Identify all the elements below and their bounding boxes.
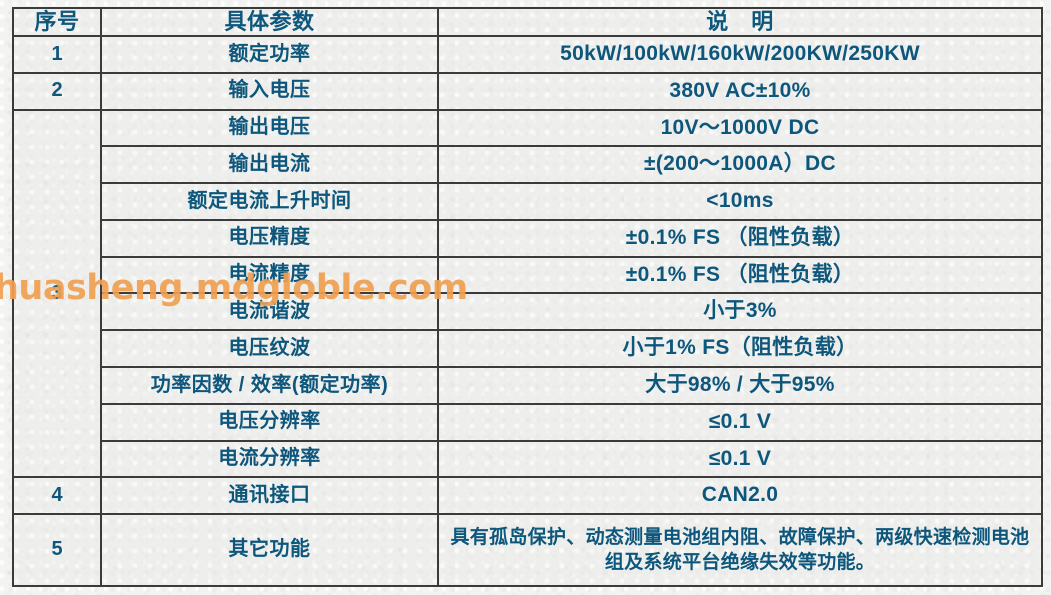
- cell-parameter-name: 功率因数 / 效率(额定功率): [100, 365, 439, 405]
- cell-row-number: 1: [12, 34, 102, 74]
- cell-row-number: 3: [12, 108, 102, 479]
- cell-description: 具有孤岛保护、动态测量电池组内阻、故障保护、两级快速检测电池组及系统平台绝缘失效…: [437, 513, 1043, 587]
- column-header-description: 说 明: [437, 7, 1043, 37]
- table-body: 1 额定功率 50kW/100kW/160kW/200KW/250KW 2 输入电压 38…: [12, 34, 1043, 587]
- cell-description: ±0.1% FS （阻性负载）: [437, 218, 1043, 258]
- cell-parameter-name: 电流精度: [100, 255, 439, 295]
- cell-parameter-name: 输出电流: [100, 145, 439, 185]
- cell-description: 小于1% FS（阻性负载）: [437, 329, 1043, 368]
- table-row: 电流分辨率 ≤0.1 V: [13, 439, 1043, 479]
- table-row: 电压纹波 小于1% FS（阻性负载）: [13, 329, 1043, 368]
- cell-parameter-name: 电压纹波: [100, 329, 439, 368]
- column-header-parameter: 具体参数: [100, 7, 439, 37]
- table-row: 3 输出电压 10V～1000V DC: [12, 108, 1043, 479]
- cell-parameter-name: 输入电压: [100, 71, 439, 111]
- cell-row-number: 5: [12, 513, 102, 587]
- cell-parameter-name: 通讯接口: [100, 476, 439, 516]
- cell-row-number: 4: [12, 476, 102, 516]
- cell-description: 10V～1000V DC: [437, 108, 1043, 148]
- table-header-row: 序号 具体参数 说 明: [12, 7, 1043, 37]
- table-row: 4 通讯接口 CAN2.0: [12, 476, 1043, 516]
- specification-table: 序号 具体参数 说 明 1 额定功率 50kW/100kW/160kW/200KW/…: [12, 7, 1043, 587]
- cell-parameter-name: 电流分辨率: [100, 439, 439, 479]
- table-row: 输出电流 ±(200～1000A）DC: [13, 145, 1043, 185]
- cell-description: CAN2.0: [437, 476, 1043, 516]
- cell-row-number: 2: [12, 71, 102, 111]
- cell-parameter-name: 输出电压: [100, 108, 439, 148]
- table-row: 电压精度 ±0.1% FS （阻性负载）: [13, 218, 1043, 258]
- table-header: 序号 具体参数 说 明: [12, 7, 1043, 37]
- cell-parameter-name: 电流谐波: [100, 292, 439, 332]
- cell-parameter-name: 额定功率: [100, 34, 439, 74]
- column-header-no: 序号: [12, 7, 102, 37]
- cell-description: <10ms: [437, 182, 1043, 221]
- table-row: 电压分辨率 ≤0.1 V: [13, 402, 1043, 442]
- cell-description: ≤0.1 V: [437, 402, 1043, 442]
- table-row: 2 输入电压 380V AC±10%: [12, 71, 1043, 111]
- table-row: 功率因数 / 效率(额定功率) 大于98% / 大于95%: [13, 365, 1043, 405]
- cell-description: ±0.1% FS （阻性负载）: [437, 255, 1043, 295]
- cell-parameter-name: 电压分辨率: [100, 402, 439, 442]
- table-row: 5 其它功能 具有孤岛保护、动态测量电池组内阻、故障保护、两级快速检测电池组及系统平…: [12, 513, 1043, 587]
- cell-description: 小于3%: [437, 292, 1043, 332]
- cell-parameter-name: 额定电流上升时间: [100, 182, 439, 221]
- table-row: 1 额定功率 50kW/100kW/160kW/200KW/250KW: [12, 34, 1043, 74]
- cell-description: ≤0.1 V: [437, 439, 1043, 479]
- cell-description: ±(200～1000A）DC: [437, 145, 1043, 185]
- cell-parameter-name: 电压精度: [100, 218, 439, 258]
- table-row: 额定电流上升时间 <10ms: [13, 182, 1043, 221]
- cell-description: 大于98% / 大于95%: [437, 365, 1043, 405]
- table-row: 电流谐波 小于3%: [13, 292, 1043, 332]
- spec-table-container: 序号 具体参数 说 明 1 额定功率 50kW/100kW/160kW/200KW/…: [12, 7, 1043, 587]
- cell-parameter-name: 其它功能: [100, 513, 439, 587]
- table-row: 电流精度 ±0.1% FS （阻性负载）: [13, 255, 1043, 295]
- cell-description: 380V AC±10%: [437, 71, 1043, 111]
- cell-description: 50kW/100kW/160kW/200KW/250KW: [437, 34, 1043, 74]
